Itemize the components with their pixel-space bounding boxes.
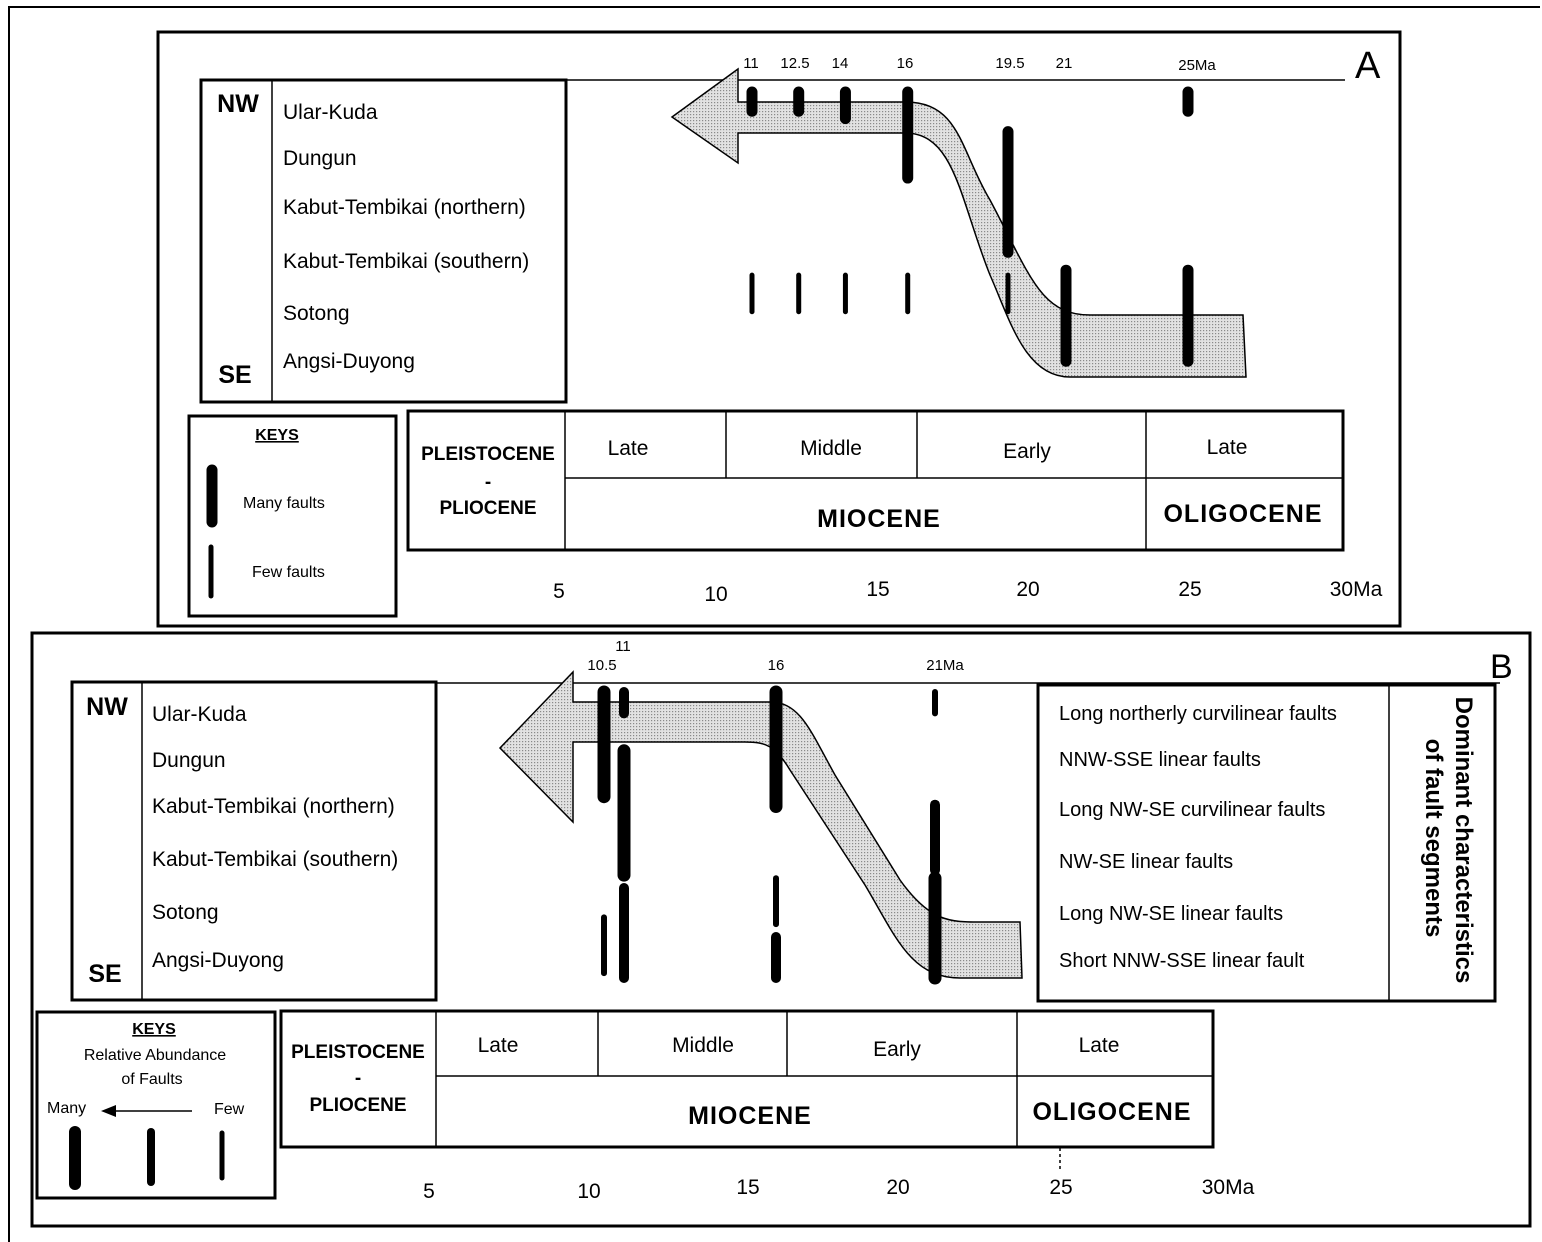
sub-epoch-label: Middle [800,437,862,460]
panel-a-label: A [1355,45,1381,87]
field-label: Angsi-Duyong [283,350,415,373]
panel-b-label: B [1490,648,1513,686]
panel-b-border [30,631,1532,1228]
field-label: Dungun [152,749,226,772]
characteristic-label: Long NW-SE linear faults [1059,903,1283,925]
epoch-miocene: MIOCENE [817,505,941,533]
axis-tick-label: 15 [736,1176,759,1199]
sub-epoch-label: Early [1003,440,1051,463]
top-age-label: 19.5 [995,55,1024,72]
sub-epoch-label: Late [608,437,649,460]
panel-b-axis: 5 10 15 20 25 30Ma [423,1148,1255,1203]
panel-b-timescale: PLEISTOCENE - PLIOCENE Late Middle Early… [279,1009,1215,1149]
top-age-label: 14 [832,55,849,72]
top-age-label: 10.5 [587,657,616,674]
field-label: Sotong [283,302,350,325]
characteristics-title-line1: Dominant characteristics [1450,697,1477,984]
characteristic-label: NW-SE linear faults [1059,851,1233,873]
panel-b-fault-bars [597,685,942,985]
top-age-label: 25Ma [1178,57,1216,74]
epoch-pleistocene: PLEISTOCENE [421,444,555,465]
sub-epoch-label: Middle [672,1034,734,1057]
key-few-label: Few [214,1101,245,1118]
sub-epoch-label: Early [873,1038,921,1061]
sub-epoch-label: Late [1079,1034,1120,1057]
panel-a-keys-box [187,414,398,618]
epoch-oligocene: OLIGOCENE [1032,1098,1191,1126]
field-label: Ular-Kuda [152,703,247,726]
epoch-miocene: MIOCENE [688,1102,812,1130]
field-label: Angsi-Duyong [152,949,284,972]
direction-nw: NW [86,693,128,721]
panel-a-field-box [199,78,568,404]
axis-tick-label: 15 [866,578,889,601]
sub-epoch-label: Late [1207,436,1248,459]
axis-tick-label: 10 [704,583,727,606]
epoch-dash: - [355,1068,361,1089]
field-label: Kabut-Tembikai (southern) [283,250,529,273]
keys-title: KEYS [255,427,299,444]
characteristic-label: Long northerly curvilinear faults [1059,703,1337,725]
top-age-label: 16 [897,55,914,72]
characteristic-label: Short NNW-SSE linear fault [1059,950,1305,972]
axis-tick-label: 25 [1178,578,1201,601]
keys-title: KEYS [132,1021,176,1038]
characteristics-box [1036,683,1497,1003]
key-few-faults-label: Few faults [252,564,325,581]
panel-a-axis: 5 10 15 20 25 30Ma [553,578,1382,606]
panel-a-trend-arrow [670,67,1247,378]
panel-b-field-box [70,680,438,1002]
field-label: Kabut-Tembikai (northern) [152,795,395,818]
panel-b-top-ages: 10.5 11 16 21Ma [587,638,964,674]
epoch-pliocene: PLIOCENE [309,1095,406,1116]
top-age-label: 16 [768,657,785,674]
field-label: Dungun [283,147,357,170]
panel-a-border [156,30,1402,628]
top-age-label: 21Ma [926,657,964,674]
axis-tick-label: 10 [577,1180,600,1203]
field-label: Kabut-Tembikai (southern) [152,848,398,871]
field-label: Ular-Kuda [283,101,378,124]
epoch-pliocene: PLIOCENE [439,498,536,519]
axis-tick-label: 20 [1016,578,1039,601]
epoch-dash: - [485,472,491,493]
key-arrow-head [101,1105,116,1117]
axis-tick-label: 30Ma [1330,578,1383,601]
panel-a-top-ages: 11 12.5 14 16 19.5 21 25Ma [743,55,1216,74]
key-many-label: Many [47,1100,86,1117]
panel-b: B 10.5 11 16 21Ma NW SE Ular-Kuda Dungun… [30,631,1532,1228]
panel-a-fault-bars [746,86,1194,367]
panel-a: A 11 12.5 14 16 19.5 21 25Ma NW SE Ular-… [156,30,1402,628]
field-label: Sotong [152,901,219,924]
characteristics-title-line2: of fault segments [1420,739,1447,938]
epoch-oligocene: OLIGOCENE [1163,500,1322,528]
axis-tick-label: 25 [1049,1176,1072,1199]
characteristic-label: Long NW-SE curvilinear faults [1059,799,1325,821]
field-label: Kabut-Tembikai (northern) [283,196,526,219]
axis-tick-label: 5 [553,580,565,603]
axis-tick-label: 5 [423,1180,435,1203]
key-many-faults-label: Many faults [243,495,325,512]
axis-tick-label: 30Ma [1202,1176,1255,1199]
characteristic-label: NNW-SSE linear faults [1059,749,1261,771]
top-age-label: 11 [615,638,631,655]
top-age-label: 11 [743,55,759,72]
keys-line1: Relative Abundance [84,1047,226,1064]
direction-se: SE [218,361,251,389]
panel-a-timescale: PLEISTOCENE - PLIOCENE Late Middle Early… [406,409,1345,552]
direction-nw: NW [217,90,259,118]
sub-epoch-label: Late [478,1034,519,1057]
axis-tick-label: 20 [886,1176,909,1199]
top-age-label: 21 [1056,55,1073,72]
timescale-box [406,409,1345,552]
direction-se: SE [88,960,121,988]
figure-frame [8,6,1540,1242]
panel-b-trend-arrow [498,670,1023,979]
keys-line2: of Faults [121,1071,182,1088]
top-age-label: 12.5 [780,55,809,72]
epoch-pleistocene: PLEISTOCENE [291,1042,425,1063]
